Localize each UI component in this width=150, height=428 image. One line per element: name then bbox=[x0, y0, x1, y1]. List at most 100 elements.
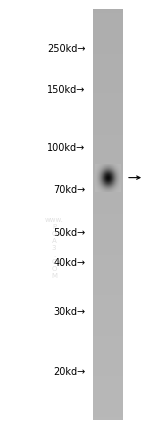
Bar bbox=[99, 167, 100, 168]
Bar bbox=[103, 166, 104, 167]
Bar bbox=[111, 186, 112, 187]
Bar bbox=[118, 181, 119, 182]
Bar bbox=[93, 367, 123, 369]
Bar bbox=[120, 178, 121, 179]
Bar bbox=[116, 179, 117, 180]
Bar bbox=[117, 174, 118, 175]
Bar bbox=[116, 178, 117, 179]
Bar bbox=[93, 88, 123, 90]
Bar bbox=[100, 178, 101, 179]
Bar bbox=[104, 173, 105, 174]
Bar bbox=[112, 177, 113, 178]
Bar bbox=[100, 180, 101, 181]
Bar bbox=[107, 189, 108, 190]
Bar bbox=[107, 167, 108, 168]
Bar bbox=[115, 182, 116, 183]
Bar bbox=[93, 322, 123, 324]
Bar bbox=[116, 166, 117, 167]
Bar bbox=[93, 106, 123, 107]
Bar bbox=[93, 39, 123, 41]
Bar bbox=[107, 175, 108, 176]
Bar bbox=[108, 186, 109, 187]
Bar bbox=[119, 176, 120, 177]
Bar bbox=[117, 189, 118, 190]
Bar bbox=[98, 171, 99, 172]
Bar bbox=[108, 183, 109, 184]
Bar bbox=[97, 190, 98, 191]
Bar bbox=[93, 396, 123, 398]
Bar bbox=[105, 164, 106, 165]
Bar bbox=[100, 169, 101, 170]
Bar bbox=[105, 170, 106, 171]
Bar bbox=[118, 181, 119, 182]
Bar bbox=[119, 186, 120, 187]
Bar bbox=[119, 169, 120, 170]
Bar bbox=[115, 169, 116, 170]
Bar bbox=[115, 179, 116, 180]
Bar bbox=[98, 171, 99, 172]
Bar bbox=[108, 191, 109, 192]
Bar bbox=[101, 172, 102, 173]
Bar bbox=[107, 186, 108, 187]
Bar bbox=[107, 181, 108, 182]
Bar bbox=[102, 170, 103, 171]
Bar bbox=[117, 164, 118, 165]
Bar bbox=[120, 167, 121, 168]
Bar bbox=[106, 173, 107, 174]
Bar bbox=[100, 163, 101, 164]
Bar bbox=[118, 187, 119, 188]
Bar bbox=[97, 169, 98, 170]
Bar bbox=[103, 169, 104, 170]
Bar bbox=[93, 381, 123, 383]
Bar bbox=[97, 165, 98, 166]
Bar bbox=[100, 170, 101, 171]
Bar bbox=[101, 170, 102, 171]
Bar bbox=[106, 171, 107, 172]
Bar bbox=[98, 185, 99, 186]
Bar bbox=[102, 185, 103, 186]
Bar bbox=[114, 180, 115, 181]
Bar bbox=[109, 185, 110, 186]
Bar bbox=[106, 176, 107, 177]
Bar bbox=[93, 73, 123, 75]
Bar bbox=[98, 175, 99, 176]
Bar bbox=[105, 172, 106, 173]
Bar bbox=[96, 169, 97, 170]
Bar bbox=[113, 176, 114, 177]
Bar bbox=[111, 190, 112, 191]
Bar bbox=[98, 183, 99, 184]
Bar bbox=[110, 183, 111, 184]
Bar bbox=[100, 186, 101, 187]
Bar bbox=[102, 167, 103, 168]
Bar bbox=[118, 186, 119, 187]
Bar bbox=[110, 189, 111, 190]
Bar bbox=[93, 146, 123, 147]
Text: 50kd→: 50kd→ bbox=[53, 228, 86, 238]
Bar bbox=[117, 169, 118, 170]
Bar bbox=[98, 185, 99, 186]
Bar bbox=[93, 89, 123, 91]
Bar bbox=[119, 170, 120, 171]
Bar bbox=[104, 178, 105, 179]
Bar bbox=[115, 181, 116, 182]
Bar bbox=[110, 189, 111, 190]
Bar bbox=[103, 176, 104, 177]
Bar bbox=[117, 179, 118, 180]
Bar bbox=[119, 176, 120, 177]
Bar bbox=[119, 175, 120, 176]
Bar bbox=[118, 173, 119, 174]
Bar bbox=[119, 184, 120, 185]
Bar bbox=[118, 169, 119, 170]
Bar bbox=[119, 182, 120, 183]
Bar bbox=[97, 179, 98, 180]
Bar bbox=[106, 175, 107, 176]
Bar bbox=[111, 191, 112, 192]
Bar bbox=[96, 188, 97, 189]
Bar bbox=[97, 163, 98, 164]
Bar bbox=[103, 170, 104, 171]
Bar bbox=[101, 185, 102, 186]
Bar bbox=[115, 165, 116, 166]
Bar bbox=[118, 181, 119, 182]
Bar bbox=[97, 165, 98, 166]
Bar bbox=[120, 188, 121, 189]
